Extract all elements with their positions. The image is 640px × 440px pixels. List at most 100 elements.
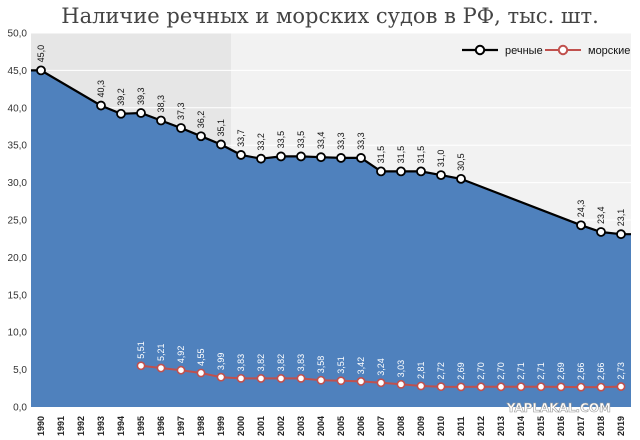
x-tick-label: 1994 bbox=[116, 416, 126, 436]
x-tick-label: 2009 bbox=[416, 416, 426, 436]
sea-point bbox=[476, 382, 486, 392]
x-tick-label: 2016 bbox=[556, 416, 566, 436]
river-point bbox=[96, 100, 106, 111]
river-data-label: 33,5 bbox=[296, 131, 306, 149]
river-data-label: 33,5 bbox=[276, 131, 286, 149]
x-tick-label: 2013 bbox=[496, 416, 506, 436]
river-point bbox=[296, 151, 306, 162]
river-point bbox=[116, 108, 126, 119]
river-data-label: 23,4 bbox=[596, 206, 606, 224]
sea-point bbox=[576, 382, 586, 392]
x-tick-label: 1995 bbox=[136, 416, 146, 436]
sea-point bbox=[216, 372, 226, 382]
sea-point bbox=[356, 377, 366, 386]
sea-data-label: 3,82 bbox=[276, 354, 286, 372]
x-tick-label: 2010 bbox=[436, 416, 446, 436]
sea-point bbox=[456, 382, 466, 392]
river-point bbox=[596, 227, 606, 237]
sea-data-label: 2,66 bbox=[576, 363, 586, 381]
sea-data-label: 2,73 bbox=[616, 362, 626, 380]
y-tick-label: 10,0 bbox=[8, 328, 28, 339]
sea-data-label: 2,70 bbox=[476, 362, 486, 380]
legend-river-marker bbox=[474, 44, 486, 56]
x-tick-label: 2017 bbox=[576, 416, 586, 436]
x-tick-label: 2001 bbox=[256, 416, 266, 436]
watermark-text: YAPLAKAL.COM bbox=[506, 401, 611, 415]
x-tick-label: 1992 bbox=[76, 416, 86, 436]
sea-point bbox=[316, 375, 326, 385]
sea-data-label: 3,03 bbox=[396, 360, 406, 378]
sea-point bbox=[136, 361, 146, 371]
sea-point bbox=[236, 373, 246, 383]
river-data-label: 38,3 bbox=[156, 95, 166, 113]
x-tick-label: 2005 bbox=[336, 416, 346, 436]
legend-sea-marker bbox=[557, 44, 569, 56]
y-tick-label: 25,0 bbox=[8, 216, 28, 227]
river-area-fill bbox=[31, 70, 631, 408]
y-tick-label: 20,0 bbox=[8, 253, 28, 264]
river-point bbox=[36, 65, 46, 76]
river-point bbox=[176, 123, 186, 133]
x-tick-label: 2004 bbox=[316, 416, 326, 436]
sea-point bbox=[516, 382, 526, 392]
sea-data-label: 3,83 bbox=[296, 354, 306, 372]
chart-title: Наличие речных и морских судов в РФ, тыс… bbox=[61, 4, 599, 28]
river-data-label: 31,5 bbox=[376, 146, 386, 164]
river-point bbox=[236, 150, 246, 160]
y-tick-label: 0,0 bbox=[13, 403, 27, 414]
sea-data-label: 3,99 bbox=[216, 353, 226, 371]
x-tick-label: 2018 bbox=[596, 416, 606, 436]
y-tick-label: 45,0 bbox=[8, 66, 28, 77]
x-tick-label: 1997 bbox=[176, 416, 186, 436]
sea-point bbox=[596, 382, 606, 392]
river-point bbox=[456, 173, 466, 184]
river-data-label: 40,3 bbox=[96, 80, 106, 98]
sea-data-label: 2,66 bbox=[596, 363, 606, 381]
sea-data-label: 2,71 bbox=[516, 362, 526, 380]
sea-data-label: 3,58 bbox=[316, 356, 326, 374]
y-tick-label: 40,0 bbox=[8, 103, 28, 114]
sea-point bbox=[276, 374, 286, 383]
river-data-label: 24,3 bbox=[576, 200, 586, 218]
x-tick-label: 1998 bbox=[196, 416, 206, 436]
river-point bbox=[576, 220, 586, 231]
sea-data-label: 5,51 bbox=[136, 341, 146, 359]
x-tick-label: 2019 bbox=[616, 416, 626, 436]
river-point bbox=[316, 152, 326, 163]
sea-point bbox=[336, 376, 346, 386]
river-point bbox=[156, 115, 166, 126]
sea-data-label: 5,21 bbox=[156, 343, 166, 361]
x-tick-label: 2002 bbox=[276, 416, 286, 436]
sea-data-label: 2,69 bbox=[556, 362, 566, 380]
legend-river-label: речные bbox=[505, 45, 543, 57]
sea-data-label: 2,72 bbox=[436, 362, 446, 380]
sea-point bbox=[556, 382, 566, 392]
river-data-label: 31,5 bbox=[396, 146, 406, 164]
sea-point bbox=[416, 381, 426, 391]
river-point bbox=[396, 166, 406, 177]
sea-point bbox=[616, 382, 626, 391]
river-data-label: 31,0 bbox=[436, 150, 446, 168]
sea-point bbox=[256, 374, 266, 383]
series-marks bbox=[36, 65, 626, 392]
river-point bbox=[616, 229, 626, 240]
river-data-label: 31,5 bbox=[416, 146, 426, 164]
river-point bbox=[356, 153, 366, 163]
x-tick-label: 2007 bbox=[376, 416, 386, 436]
legend-sea-label: морские bbox=[588, 45, 630, 57]
y-tick-label: 35,0 bbox=[8, 141, 28, 152]
river-point bbox=[256, 153, 266, 164]
x-tick-label: 2011 bbox=[456, 416, 466, 436]
river-data-label: 23,1 bbox=[616, 209, 626, 227]
sea-point bbox=[396, 379, 406, 389]
sea-point bbox=[296, 373, 306, 383]
sea-data-label: 3,42 bbox=[356, 357, 366, 375]
sea-data-label: 3,83 bbox=[236, 354, 246, 372]
sea-data-label: 3,82 bbox=[256, 354, 266, 372]
x-tick-label: 2006 bbox=[356, 416, 366, 436]
river-data-label: 33,3 bbox=[356, 132, 366, 150]
x-tick-label: 1991 bbox=[56, 416, 66, 436]
sea-data-label: 2,81 bbox=[416, 361, 426, 379]
y-tick-label: 5,0 bbox=[13, 365, 27, 376]
